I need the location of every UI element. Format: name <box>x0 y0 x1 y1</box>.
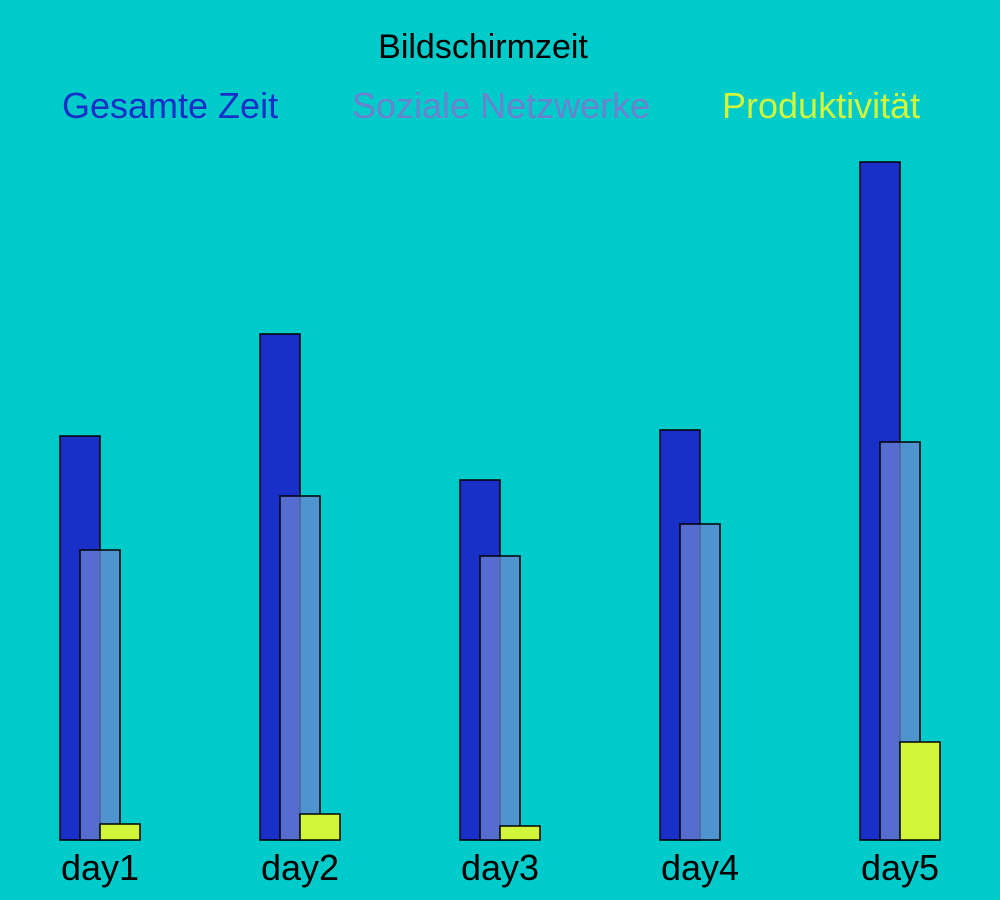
bar-produktivitaet-day3 <box>499 825 541 841</box>
bar-soziale-netzwerke-day2 <box>279 495 321 841</box>
bar-soziale-netzwerke-day1 <box>79 549 121 841</box>
bar-produktivitaet-day2 <box>299 813 341 841</box>
legend-item-gesamte-zeit: Gesamte Zeit <box>62 85 278 126</box>
x-tick-label-day5: day5 <box>861 847 939 888</box>
bar-produktivitaet-day1 <box>99 823 141 841</box>
x-tick-label-day1: day1 <box>61 847 139 888</box>
legend-item-produktivitaet: Produktivität <box>722 85 920 126</box>
x-tick-label-day4: day4 <box>661 847 739 888</box>
legend-item-soziale-netzwerke: Soziale Netzwerke <box>352 85 650 126</box>
bar-soziale-netzwerke-day3 <box>479 555 521 841</box>
legend: Gesamte Zeit Soziale Netzwerke Produktiv… <box>62 85 920 126</box>
x-tick-labels: day1 day2 day3 day4 day5 <box>61 847 939 888</box>
x-tick-label-day3: day3 <box>461 847 539 888</box>
bars-group <box>59 161 941 841</box>
x-tick-label-day2: day2 <box>261 847 339 888</box>
bar-produktivitaet-day5 <box>899 741 941 841</box>
bar-soziale-netzwerke-day4 <box>679 523 721 841</box>
chart-title: Bildschirmzeit <box>378 28 588 66</box>
